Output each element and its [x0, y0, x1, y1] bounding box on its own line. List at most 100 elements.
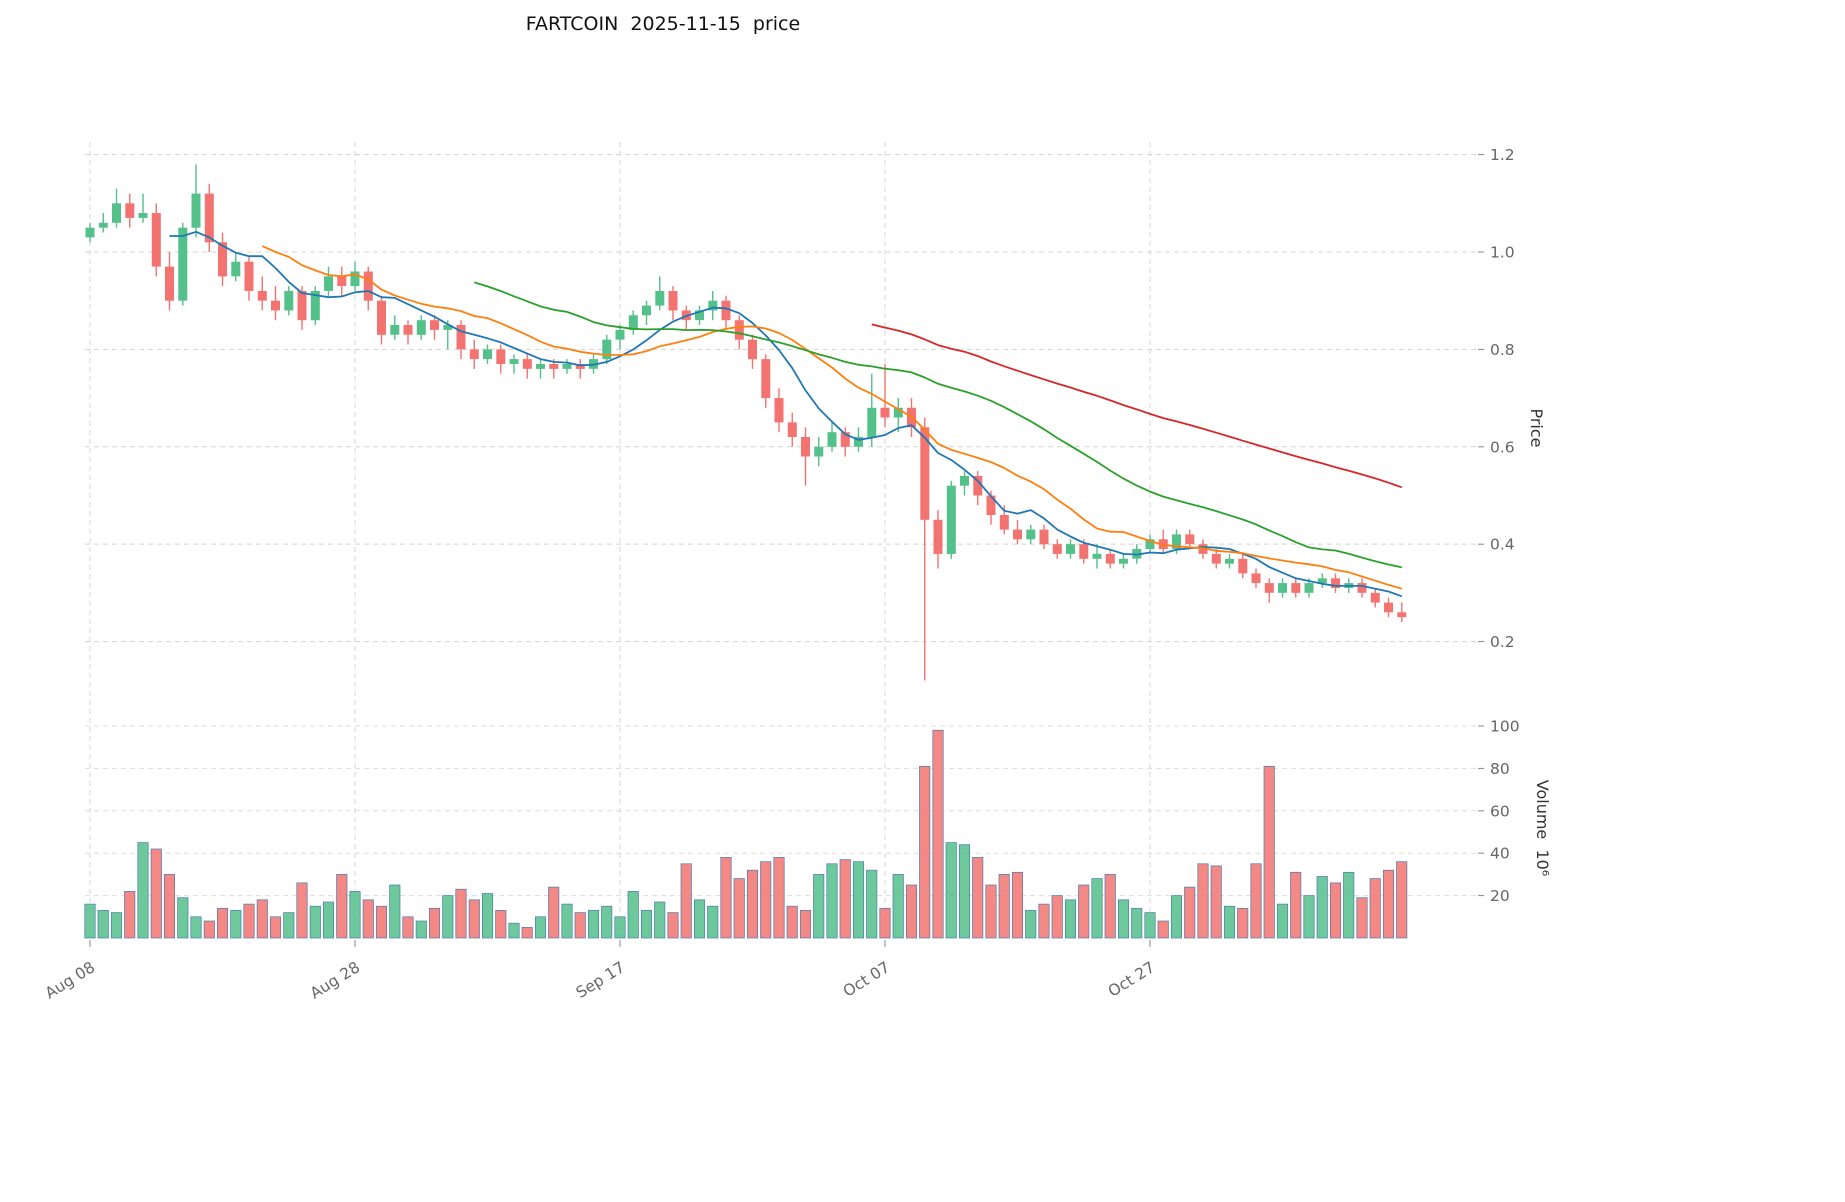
volume-bar	[852, 861, 865, 939]
candle-body	[960, 476, 969, 486]
volume-tick-label: 40	[1490, 845, 1510, 863]
volume-bar	[1078, 884, 1090, 939]
candle-body	[562, 364, 572, 369]
volume-bar	[468, 899, 480, 939]
volume-bar	[442, 895, 454, 939]
volume-bar	[110, 912, 123, 939]
volume-bar	[1250, 863, 1262, 939]
volume-bar	[614, 916, 626, 939]
volume-bar	[720, 857, 732, 939]
candle-body	[1357, 583, 1367, 593]
candle-body	[1304, 583, 1314, 593]
volume-bar	[945, 842, 957, 939]
volume-bar	[1329, 882, 1342, 939]
volume-bar	[746, 869, 759, 939]
volume-bar	[1104, 874, 1116, 939]
volume-axis-label: Volume 10⁶	[1533, 780, 1552, 876]
candle-body	[1278, 583, 1287, 593]
candle-body	[615, 329, 625, 340]
candle-body	[350, 271, 360, 287]
volume-bar	[1064, 899, 1077, 939]
volume-bar	[1356, 897, 1368, 939]
candle-body	[787, 422, 797, 437]
candle-body	[377, 300, 386, 335]
candle-body	[695, 310, 704, 321]
volume-bar	[415, 920, 427, 939]
candle-body	[165, 266, 174, 301]
volume-bar	[230, 910, 242, 939]
price-axis-label: Price	[1527, 408, 1546, 447]
volume-bar	[1369, 878, 1381, 939]
volume-bar	[322, 901, 335, 939]
volume-bar	[97, 910, 109, 939]
ma-60-line	[871, 323, 1403, 489]
candle-body	[1238, 558, 1248, 574]
volume-bar	[455, 888, 467, 939]
candle-body	[456, 325, 466, 350]
candle-body	[483, 349, 492, 360]
volume-bar	[1131, 907, 1143, 939]
volume-bar	[349, 891, 361, 939]
candle-body	[840, 432, 850, 447]
candle-body	[1092, 553, 1102, 559]
candle-body	[522, 359, 532, 369]
volume-tick-label: 100	[1490, 718, 1520, 736]
candle-body	[1225, 558, 1234, 564]
volume-bar	[693, 899, 706, 939]
volume-bar	[1184, 886, 1196, 939]
volume-bar	[799, 910, 812, 939]
volume-bar	[587, 910, 600, 939]
candle-body	[509, 359, 519, 364]
volume-bar	[627, 891, 639, 939]
candle-body	[854, 437, 863, 447]
candle-body	[880, 407, 890, 418]
volume-bar	[124, 891, 136, 939]
x-tick-label: Oct 27	[1105, 958, 1158, 1001]
volume-bar	[958, 844, 971, 939]
x-tick-label: Sep 17	[573, 958, 628, 1002]
price-tick-label: 1.0	[1490, 244, 1515, 262]
candle-body	[390, 325, 400, 335]
volume-bar	[296, 882, 308, 939]
volume-bar	[866, 869, 878, 939]
volume-bar	[1091, 878, 1103, 939]
candle-body	[628, 315, 638, 330]
candle-body	[1370, 592, 1380, 603]
volume-bar	[786, 905, 798, 939]
candle-body	[827, 432, 837, 447]
volume-bar	[826, 863, 838, 939]
volume-bar	[481, 893, 494, 939]
volume-bar	[243, 903, 255, 939]
volume-bar	[998, 874, 1010, 939]
candle-body	[1013, 529, 1022, 540]
candle-body	[1079, 544, 1089, 559]
candle-body	[814, 446, 824, 457]
price-tick-label: 0.6	[1490, 438, 1515, 456]
volume-bar	[269, 916, 282, 939]
candle-body	[1291, 583, 1301, 593]
volume-bar	[508, 922, 520, 939]
volume-bar	[1011, 871, 1024, 939]
x-tick-label: Aug 28	[307, 958, 363, 1002]
candle-body	[469, 349, 479, 360]
volume-bar	[1290, 871, 1302, 939]
volume-bar	[1237, 907, 1249, 939]
candle-body	[297, 291, 307, 321]
volume-bar	[402, 916, 414, 939]
volume-bar	[256, 899, 268, 939]
volume-bar	[733, 878, 745, 939]
volume-bar	[150, 848, 162, 939]
candle-body	[178, 227, 188, 301]
candle-body	[1264, 583, 1274, 593]
volume-tick-label: 20	[1490, 887, 1510, 905]
volume-bar	[336, 874, 348, 939]
chart-title: FARTCOIN 2025-11-15 price	[526, 13, 800, 35]
candle-body	[920, 427, 930, 520]
volume-bar	[521, 927, 533, 939]
candle-body	[642, 305, 651, 316]
volume-bar	[1303, 895, 1315, 939]
volume-bar	[1025, 910, 1037, 939]
volume-bar	[495, 910, 507, 939]
candle-body	[1052, 544, 1062, 554]
x-tick-label: Aug 08	[42, 958, 98, 1002]
